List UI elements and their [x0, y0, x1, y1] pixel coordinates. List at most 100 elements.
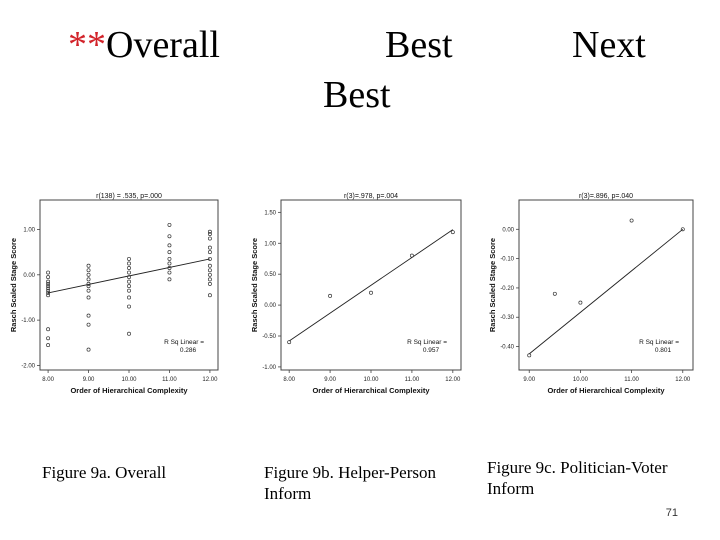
- data-point: [86, 277, 91, 282]
- y-tick-label: 1.00: [23, 227, 35, 233]
- data-point: [207, 263, 212, 268]
- data-point: [578, 300, 583, 305]
- caption-helper: Figure 9b. Helper-Person Inform: [264, 463, 436, 503]
- x-tick-label: 12.00: [202, 377, 218, 383]
- data-point: [86, 347, 91, 352]
- data-point: [86, 281, 91, 286]
- chart-annotation: r(3)=.896, p=.040: [579, 193, 633, 200]
- y-tick-label: -1.00: [262, 365, 276, 371]
- x-tick-label: 11.00: [162, 377, 177, 383]
- data-point: [167, 270, 172, 275]
- x-tick-label: 9.00: [324, 377, 336, 383]
- data-point: [167, 250, 172, 255]
- data-point: [287, 340, 292, 345]
- chart-overall-svg: r(138) = .535, p=.000 -2.00 -1.00 0.00 1.00 8…: [9, 193, 219, 395]
- data-point: [207, 250, 212, 255]
- data-point: [207, 236, 212, 241]
- header-next: Next: [572, 24, 646, 66]
- y-axis-label: Rasch Scaled Stage Score: [488, 238, 497, 332]
- header-best-sub: Best: [323, 74, 391, 116]
- r-squared-label: R Sq Linear =: [407, 339, 447, 346]
- data-point: [527, 353, 532, 358]
- chart-politician-svg: r(3)=.896, p=.040 -0.40 -0.30 -0.20 -0.10 0.0…: [488, 193, 694, 395]
- data-point: [46, 281, 51, 286]
- y-tick-label: 0.00: [264, 303, 276, 309]
- fit-line: [288, 229, 454, 342]
- y-tick-label: 0.00: [23, 273, 35, 279]
- chart-helper: r(3)=.978, p=.004 -1.00 -0.50 0.00 0.50 1.00 1…: [243, 188, 465, 403]
- y-tick-label: -0.40: [500, 345, 514, 351]
- x-tick-label: 8.00: [283, 377, 295, 383]
- data-point: [127, 284, 131, 289]
- x-tick-label: 12.00: [445, 377, 461, 383]
- fit-line: [47, 258, 211, 294]
- chart-helper-svg: r(3)=.978, p=.004 -1.00 -0.50 0.00 0.50 1.00 1…: [250, 193, 462, 395]
- data-point: [207, 229, 212, 234]
- x-tick-label: 10.00: [121, 377, 137, 383]
- data-point: [46, 275, 51, 280]
- x-tick-label: 10.00: [573, 377, 589, 383]
- y-tick-label: 1.00: [264, 241, 276, 247]
- data-point: [552, 291, 557, 296]
- data-point: [86, 263, 91, 268]
- data-point: [127, 279, 131, 284]
- data-point: [127, 261, 131, 266]
- data-point: [207, 268, 212, 273]
- data-point: [46, 279, 51, 284]
- data-point: [46, 343, 51, 348]
- y-tick-label: -0.10: [500, 257, 514, 263]
- caption-overall: Figure 9a. Overall: [42, 463, 167, 482]
- data-point: [86, 313, 91, 318]
- caption-politician: Figure 9c. Politician-Voter Inform: [487, 458, 668, 498]
- data-point: [127, 295, 131, 300]
- data-point: [167, 234, 172, 239]
- x-axis-label: Order of Hierarchical Complexity: [70, 386, 188, 395]
- data-point: [127, 331, 131, 336]
- y-tick-label: -2.00: [21, 363, 35, 369]
- data-point: [46, 327, 51, 332]
- data-point: [207, 232, 212, 236]
- x-tick-label: 11.00: [405, 377, 420, 383]
- data-point: [46, 336, 51, 341]
- r-squared-label: R Sq Linear =: [164, 339, 204, 346]
- chart-politician: r(3)=.896, p=.040 -0.40 -0.30 -0.20 -0.10 0.0…: [483, 188, 698, 403]
- y-axis-label: Rasch Scaled Stage Score: [250, 238, 259, 332]
- plot-frame: [39, 199, 219, 371]
- chart-annotation: r(138) = .535, p=.000: [96, 193, 162, 200]
- data-point: [167, 277, 172, 282]
- y-tick-label: 1.50: [264, 210, 276, 216]
- data-point: [328, 293, 333, 298]
- data-point: [86, 295, 91, 300]
- y-tick-label: -0.20: [500, 286, 514, 292]
- data-point: [46, 293, 51, 298]
- data-point: [629, 218, 634, 223]
- data-point: [167, 222, 172, 227]
- r-squared-value: 0.801: [655, 347, 672, 354]
- x-tick-label: 8.00: [42, 377, 54, 383]
- data-point: [86, 322, 91, 327]
- x-tick-label: 10.00: [363, 377, 379, 383]
- page-number: 71: [665, 507, 678, 519]
- y-tick-label: -1.00: [21, 318, 35, 324]
- title-marker: **: [68, 24, 106, 66]
- plot-frame: [518, 199, 694, 371]
- data-point: [207, 281, 212, 286]
- data-point: [46, 286, 51, 291]
- data-point: [127, 288, 131, 293]
- y-tick-label: 0.00: [502, 227, 514, 233]
- header-overall: **Overall: [68, 26, 220, 64]
- data-point: [207, 277, 212, 282]
- chart-annotation: r(3)=.978, p=.004: [344, 193, 398, 200]
- data-point: [167, 256, 172, 261]
- r-squared-label: R Sq Linear =: [639, 339, 679, 346]
- data-point: [167, 266, 172, 270]
- data-point: [46, 270, 51, 275]
- fit-line: [528, 228, 684, 355]
- data-point: [46, 290, 51, 295]
- chart-overall: r(138) = .535, p=.000 -2.00 -1.00 0.00 1.00 8…: [8, 188, 223, 403]
- data-point: [207, 272, 212, 277]
- data-point: [127, 270, 131, 275]
- y-tick-label: 0.50: [264, 272, 276, 278]
- data-point: [450, 230, 455, 235]
- x-tick-label: 11.00: [624, 377, 639, 383]
